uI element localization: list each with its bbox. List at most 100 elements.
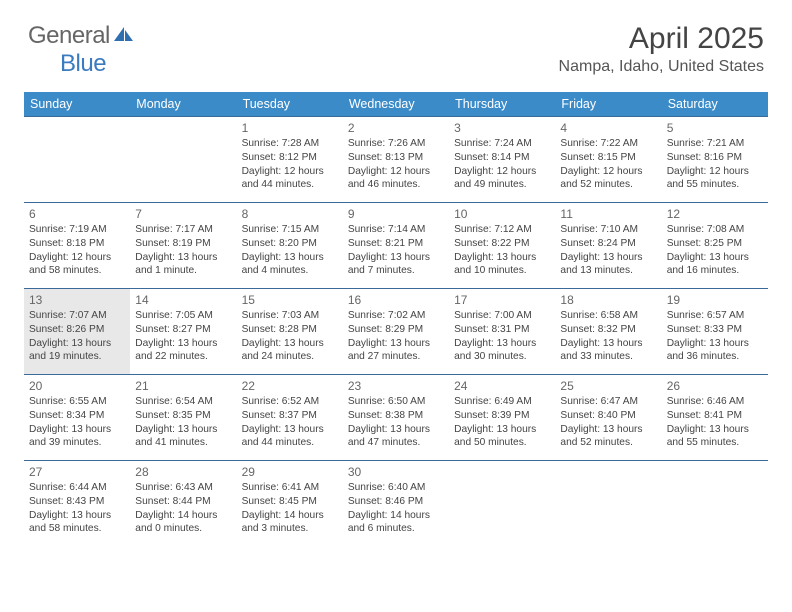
calendar-day-cell: 27Sunrise: 6:44 AMSunset: 8:43 PMDayligh… bbox=[24, 461, 130, 549]
sunrise-line: Sunrise: 7:19 AM bbox=[29, 223, 125, 237]
sunset-line: Sunset: 8:12 PM bbox=[242, 151, 338, 165]
day-number: 3 bbox=[454, 120, 550, 136]
daylight-line: Daylight: 12 hours and 55 minutes. bbox=[667, 165, 763, 193]
calendar-day-cell: 22Sunrise: 6:52 AMSunset: 8:37 PMDayligh… bbox=[237, 375, 343, 461]
weekday-header: Saturday bbox=[662, 92, 768, 117]
calendar-day-cell bbox=[662, 461, 768, 549]
daylight-line: Daylight: 13 hours and 39 minutes. bbox=[29, 423, 125, 451]
day-number: 21 bbox=[135, 378, 231, 394]
sunrise-line: Sunrise: 7:26 AM bbox=[348, 137, 444, 151]
sunrise-line: Sunrise: 7:10 AM bbox=[560, 223, 656, 237]
page-header: GeneralBlue April 2025 Nampa, Idaho, Uni… bbox=[0, 0, 792, 88]
daylight-line: Daylight: 13 hours and 19 minutes. bbox=[29, 337, 125, 365]
day-number: 10 bbox=[454, 206, 550, 222]
sunrise-line: Sunrise: 7:03 AM bbox=[242, 309, 338, 323]
day-details: Sunrise: 6:49 AMSunset: 8:39 PMDaylight:… bbox=[454, 395, 550, 450]
sunrise-line: Sunrise: 6:55 AM bbox=[29, 395, 125, 409]
sunrise-line: Sunrise: 6:50 AM bbox=[348, 395, 444, 409]
day-details: Sunrise: 6:43 AMSunset: 8:44 PMDaylight:… bbox=[135, 481, 231, 536]
day-number: 1 bbox=[242, 120, 338, 136]
sunset-line: Sunset: 8:19 PM bbox=[135, 237, 231, 251]
daylight-line: Daylight: 12 hours and 49 minutes. bbox=[454, 165, 550, 193]
sunrise-line: Sunrise: 6:43 AM bbox=[135, 481, 231, 495]
sunrise-line: Sunrise: 6:57 AM bbox=[667, 309, 763, 323]
day-details: Sunrise: 6:54 AMSunset: 8:35 PMDaylight:… bbox=[135, 395, 231, 450]
day-number: 17 bbox=[454, 292, 550, 308]
sunset-line: Sunset: 8:37 PM bbox=[242, 409, 338, 423]
day-details: Sunrise: 6:40 AMSunset: 8:46 PMDaylight:… bbox=[348, 481, 444, 536]
calendar-day-cell: 16Sunrise: 7:02 AMSunset: 8:29 PMDayligh… bbox=[343, 289, 449, 375]
daylight-line: Daylight: 13 hours and 4 minutes. bbox=[242, 251, 338, 279]
day-details: Sunrise: 7:19 AMSunset: 8:18 PMDaylight:… bbox=[29, 223, 125, 278]
calendar-week-row: 13Sunrise: 7:07 AMSunset: 8:26 PMDayligh… bbox=[24, 289, 768, 375]
brand-part2: Blue bbox=[60, 50, 106, 77]
day-number: 19 bbox=[667, 292, 763, 308]
calendar-week-row: 6Sunrise: 7:19 AMSunset: 8:18 PMDaylight… bbox=[24, 203, 768, 289]
daylight-line: Daylight: 13 hours and 7 minutes. bbox=[348, 251, 444, 279]
brand-text: GeneralBlue bbox=[28, 22, 134, 78]
day-details: Sunrise: 7:03 AMSunset: 8:28 PMDaylight:… bbox=[242, 309, 338, 364]
calendar-day-cell: 7Sunrise: 7:17 AMSunset: 8:19 PMDaylight… bbox=[130, 203, 236, 289]
day-details: Sunrise: 6:52 AMSunset: 8:37 PMDaylight:… bbox=[242, 395, 338, 450]
daylight-line: Daylight: 13 hours and 36 minutes. bbox=[667, 337, 763, 365]
sunset-line: Sunset: 8:41 PM bbox=[667, 409, 763, 423]
sunset-line: Sunset: 8:34 PM bbox=[29, 409, 125, 423]
calendar-day-cell bbox=[24, 117, 130, 203]
sunset-line: Sunset: 8:25 PM bbox=[667, 237, 763, 251]
sunrise-line: Sunrise: 7:02 AM bbox=[348, 309, 444, 323]
sunrise-line: Sunrise: 6:54 AM bbox=[135, 395, 231, 409]
calendar-day-cell: 28Sunrise: 6:43 AMSunset: 8:44 PMDayligh… bbox=[130, 461, 236, 549]
day-number: 23 bbox=[348, 378, 444, 394]
sunset-line: Sunset: 8:22 PM bbox=[454, 237, 550, 251]
sunset-line: Sunset: 8:13 PM bbox=[348, 151, 444, 165]
day-details: Sunrise: 7:22 AMSunset: 8:15 PMDaylight:… bbox=[560, 137, 656, 192]
sunset-line: Sunset: 8:31 PM bbox=[454, 323, 550, 337]
sunrise-line: Sunrise: 7:22 AM bbox=[560, 137, 656, 151]
sunrise-line: Sunrise: 6:44 AM bbox=[29, 481, 125, 495]
calendar-day-cell bbox=[130, 117, 236, 203]
day-number: 20 bbox=[29, 378, 125, 394]
day-number: 15 bbox=[242, 292, 338, 308]
sunrise-line: Sunrise: 6:52 AM bbox=[242, 395, 338, 409]
weekday-header: Tuesday bbox=[237, 92, 343, 117]
sunrise-line: Sunrise: 6:58 AM bbox=[560, 309, 656, 323]
day-number: 18 bbox=[560, 292, 656, 308]
day-details: Sunrise: 6:44 AMSunset: 8:43 PMDaylight:… bbox=[29, 481, 125, 536]
daylight-line: Daylight: 13 hours and 33 minutes. bbox=[560, 337, 656, 365]
sunrise-line: Sunrise: 7:17 AM bbox=[135, 223, 231, 237]
day-details: Sunrise: 7:21 AMSunset: 8:16 PMDaylight:… bbox=[667, 137, 763, 192]
sail-icon bbox=[112, 22, 134, 50]
daylight-line: Daylight: 13 hours and 24 minutes. bbox=[242, 337, 338, 365]
calendar-day-cell: 6Sunrise: 7:19 AMSunset: 8:18 PMDaylight… bbox=[24, 203, 130, 289]
sunrise-line: Sunrise: 7:28 AM bbox=[242, 137, 338, 151]
calendar-day-cell: 25Sunrise: 6:47 AMSunset: 8:40 PMDayligh… bbox=[555, 375, 661, 461]
calendar-day-cell bbox=[555, 461, 661, 549]
weekday-row: SundayMondayTuesdayWednesdayThursdayFrid… bbox=[24, 92, 768, 117]
title-block: April 2025 Nampa, Idaho, United States bbox=[559, 22, 764, 76]
day-number: 16 bbox=[348, 292, 444, 308]
calendar-day-cell: 30Sunrise: 6:40 AMSunset: 8:46 PMDayligh… bbox=[343, 461, 449, 549]
sunrise-line: Sunrise: 6:40 AM bbox=[348, 481, 444, 495]
daylight-line: Daylight: 13 hours and 1 minute. bbox=[135, 251, 231, 279]
day-details: Sunrise: 7:24 AMSunset: 8:14 PMDaylight:… bbox=[454, 137, 550, 192]
daylight-line: Daylight: 13 hours and 50 minutes. bbox=[454, 423, 550, 451]
day-number: 30 bbox=[348, 464, 444, 480]
day-details: Sunrise: 7:05 AMSunset: 8:27 PMDaylight:… bbox=[135, 309, 231, 364]
sunset-line: Sunset: 8:44 PM bbox=[135, 495, 231, 509]
sunrise-line: Sunrise: 7:24 AM bbox=[454, 137, 550, 151]
calendar-day-cell: 17Sunrise: 7:00 AMSunset: 8:31 PMDayligh… bbox=[449, 289, 555, 375]
day-number: 14 bbox=[135, 292, 231, 308]
calendar-week-row: 27Sunrise: 6:44 AMSunset: 8:43 PMDayligh… bbox=[24, 461, 768, 549]
calendar-day-cell: 20Sunrise: 6:55 AMSunset: 8:34 PMDayligh… bbox=[24, 375, 130, 461]
sunrise-line: Sunrise: 6:46 AM bbox=[667, 395, 763, 409]
sunset-line: Sunset: 8:38 PM bbox=[348, 409, 444, 423]
sunrise-line: Sunrise: 6:41 AM bbox=[242, 481, 338, 495]
day-number: 4 bbox=[560, 120, 656, 136]
calendar-day-cell: 19Sunrise: 6:57 AMSunset: 8:33 PMDayligh… bbox=[662, 289, 768, 375]
day-details: Sunrise: 7:00 AMSunset: 8:31 PMDaylight:… bbox=[454, 309, 550, 364]
sunrise-line: Sunrise: 7:21 AM bbox=[667, 137, 763, 151]
daylight-line: Daylight: 12 hours and 52 minutes. bbox=[560, 165, 656, 193]
calendar-day-cell: 3Sunrise: 7:24 AMSunset: 8:14 PMDaylight… bbox=[449, 117, 555, 203]
daylight-line: Daylight: 14 hours and 0 minutes. bbox=[135, 509, 231, 537]
day-details: Sunrise: 7:12 AMSunset: 8:22 PMDaylight:… bbox=[454, 223, 550, 278]
